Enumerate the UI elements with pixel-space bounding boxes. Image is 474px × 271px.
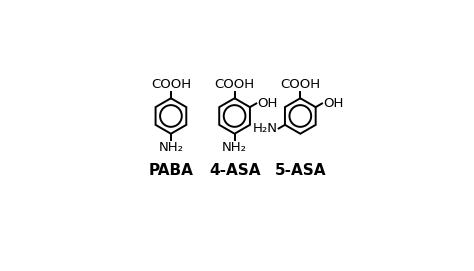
Text: 4-ASA: 4-ASA xyxy=(209,163,260,178)
Text: OH: OH xyxy=(323,97,343,110)
Text: 5-ASA: 5-ASA xyxy=(274,163,326,178)
Text: COOH: COOH xyxy=(280,78,320,91)
Text: COOH: COOH xyxy=(151,78,191,91)
Text: NH₂: NH₂ xyxy=(158,141,183,154)
Text: PABA: PABA xyxy=(148,163,193,178)
Text: OH: OH xyxy=(257,97,277,110)
Text: NH₂: NH₂ xyxy=(222,141,247,154)
Text: COOH: COOH xyxy=(215,78,255,91)
Text: H₂N: H₂N xyxy=(253,122,278,135)
